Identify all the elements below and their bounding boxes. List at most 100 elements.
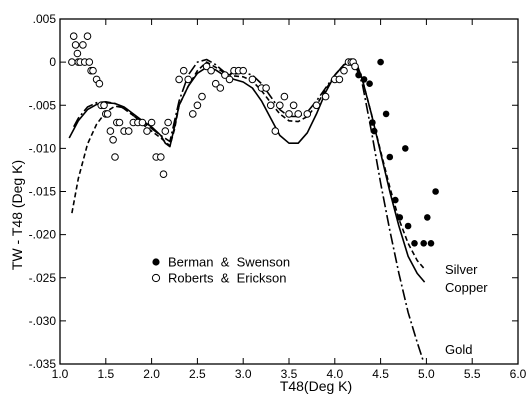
- point-roberts-erickson: [73, 49, 82, 58]
- point-berman-swenson: [369, 119, 376, 126]
- point-roberts-erickson: [198, 92, 206, 101]
- point-roberts-erickson: [312, 101, 321, 110]
- point-berman-swenson: [427, 240, 435, 247]
- x-tick-label: 2.0: [143, 367, 160, 381]
- annotation-silver: Silver: [445, 262, 478, 277]
- point-roberts-erickson: [124, 127, 133, 135]
- point-roberts-erickson: [294, 110, 303, 118]
- point-roberts-erickson: [351, 62, 359, 71]
- point-roberts-erickson: [147, 118, 156, 127]
- point-roberts-erickson: [161, 127, 170, 135]
- point-roberts-erickson: [239, 66, 247, 75]
- point-roberts-erickson: [157, 153, 165, 161]
- point-roberts-erickson: [303, 110, 312, 118]
- y-tick-label: 0: [49, 55, 56, 69]
- point-berman-swenson: [411, 240, 418, 247]
- point-roberts-erickson: [221, 71, 229, 79]
- point-roberts-erickson: [95, 79, 104, 88]
- point-roberts-erickson: [193, 101, 202, 110]
- points-layer: [68, 32, 439, 247]
- annotation-gold: Gold: [445, 342, 472, 357]
- x-tick-label: 5.5: [464, 367, 481, 381]
- point-roberts-erickson: [100, 101, 108, 110]
- x-tick-label: 6.0: [510, 367, 527, 381]
- point-roberts-erickson: [159, 170, 168, 178]
- x-tick-label: 2.5: [189, 367, 206, 381]
- legend-marker-filled: [152, 258, 160, 266]
- point-roberts-erickson: [179, 66, 188, 75]
- point-roberts-erickson: [79, 41, 87, 49]
- point-roberts-erickson: [321, 92, 330, 101]
- legend-label-roberts-erickson: Roberts & Erickson: [168, 271, 287, 286]
- x-axis-title: T48(Deg K): [280, 378, 352, 394]
- curve-solid: [68, 61, 426, 283]
- point-berman-swenson: [355, 71, 362, 79]
- y-tick-label: -.015: [29, 185, 57, 199]
- y-tick-label: -.025: [29, 271, 57, 285]
- point-roberts-erickson: [211, 79, 220, 88]
- point-roberts-erickson: [138, 118, 147, 127]
- point-roberts-erickson: [143, 127, 151, 135]
- point-berman-swenson: [402, 145, 409, 152]
- point-roberts-erickson: [262, 84, 270, 92]
- curves-layer: [68, 58, 426, 363]
- y-tick-label: .005: [33, 12, 57, 26]
- point-roberts-erickson: [335, 75, 344, 84]
- point-roberts-erickson: [248, 75, 257, 84]
- point-roberts-erickson: [111, 153, 119, 161]
- x-tick-label: 4.5: [372, 367, 389, 381]
- point-roberts-erickson: [68, 58, 76, 66]
- x-tick-label: 1.0: [52, 367, 69, 381]
- y-tick-label: -.010: [29, 141, 57, 155]
- y-tick-label: -.005: [29, 98, 57, 112]
- point-roberts-erickson: [69, 32, 78, 41]
- curve-short-dash: [71, 58, 426, 270]
- y-tick-label: -.020: [29, 228, 57, 242]
- point-berman-swenson: [424, 214, 431, 221]
- y-tick-label: -.030: [29, 314, 57, 328]
- point-berman-swenson: [382, 110, 390, 118]
- point-berman-swenson: [432, 188, 439, 195]
- point-roberts-erickson: [115, 118, 124, 127]
- point-berman-swenson: [370, 127, 378, 135]
- point-roberts-erickson: [216, 84, 225, 92]
- point-roberts-erickson: [207, 66, 215, 75]
- point-roberts-erickson: [85, 58, 94, 66]
- plot-frame: [59, 18, 519, 365]
- point-roberts-erickson: [266, 101, 275, 110]
- x-tick-label: 1.5: [97, 367, 114, 381]
- point-berman-swenson: [404, 222, 412, 230]
- point-roberts-erickson: [280, 92, 289, 101]
- point-berman-swenson: [360, 76, 368, 83]
- x-tick-label: 3.5: [281, 367, 298, 381]
- point-roberts-erickson: [184, 75, 192, 84]
- point-roberts-erickson: [189, 110, 197, 118]
- point-roberts-erickson: [103, 110, 112, 118]
- x-tick-label: 5.0: [418, 367, 435, 381]
- point-roberts-erickson: [164, 118, 172, 127]
- y-axis-title: TW - T48 (Deg K): [9, 160, 25, 270]
- legend: Berman & Swenson Roberts & Erickson: [151, 255, 290, 286]
- annotation-copper: Copper: [445, 280, 488, 295]
- curve-dash-dot: [72, 58, 425, 363]
- x-tick-label: 4.0: [326, 367, 343, 381]
- point-roberts-erickson: [202, 62, 211, 71]
- axes-layer: 1.0 1.5 2.0 2.5 3.0 3.5 4.0 4.5 5.0 5.5 6.0 .005 0 -.…: [29, 12, 527, 381]
- point-berman-swenson: [377, 58, 384, 66]
- point-berman-swenson: [392, 196, 399, 204]
- point-roberts-erickson: [83, 32, 92, 41]
- legend-label-berman-swenson: Berman & Swenson: [168, 255, 290, 270]
- point-roberts-erickson: [285, 110, 293, 118]
- point-roberts-erickson: [225, 75, 234, 84]
- point-berman-swenson: [420, 240, 428, 247]
- point-roberts-erickson: [106, 127, 115, 135]
- point-roberts-erickson: [109, 136, 117, 144]
- point-berman-swenson: [396, 214, 404, 221]
- point-roberts-erickson: [271, 127, 280, 135]
- point-berman-swenson: [366, 80, 373, 87]
- point-berman-swenson: [386, 153, 394, 161]
- legend-marker-open: [151, 273, 161, 283]
- point-roberts-erickson: [289, 101, 298, 110]
- point-roberts-erickson: [89, 66, 97, 75]
